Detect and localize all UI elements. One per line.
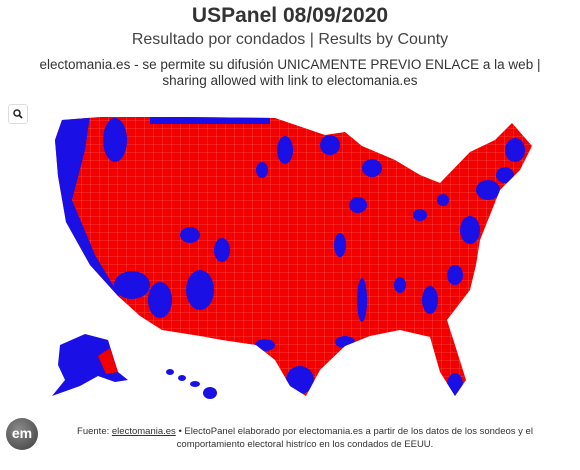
logo: em: [6, 418, 38, 450]
search-button[interactable]: [8, 104, 28, 124]
notice: electomania.es - se permite su difusión …: [39, 57, 541, 88]
subtitle: Resultado por condados | Results by Coun…: [131, 31, 449, 48]
footer-link[interactable]: electomania.es: [111, 426, 176, 437]
title: USPanel 08/09/2020: [191, 4, 389, 27]
footer: Fuente: electomania.es • ElectoPanel ela…: [70, 425, 540, 451]
footer-prefix: Fuente:: [77, 426, 110, 437]
alaska: [52, 334, 128, 396]
lower-48: [55, 117, 532, 396]
footer-text: • ElectoPanel elaborado por electomania.…: [176, 426, 533, 450]
hawaii: [166, 369, 217, 399]
search-icon: [13, 109, 23, 119]
county-map: [52, 117, 532, 399]
